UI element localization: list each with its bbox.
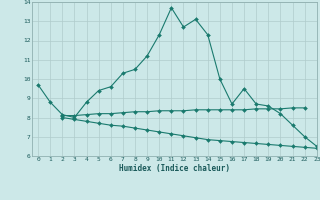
X-axis label: Humidex (Indice chaleur): Humidex (Indice chaleur) <box>119 164 230 173</box>
